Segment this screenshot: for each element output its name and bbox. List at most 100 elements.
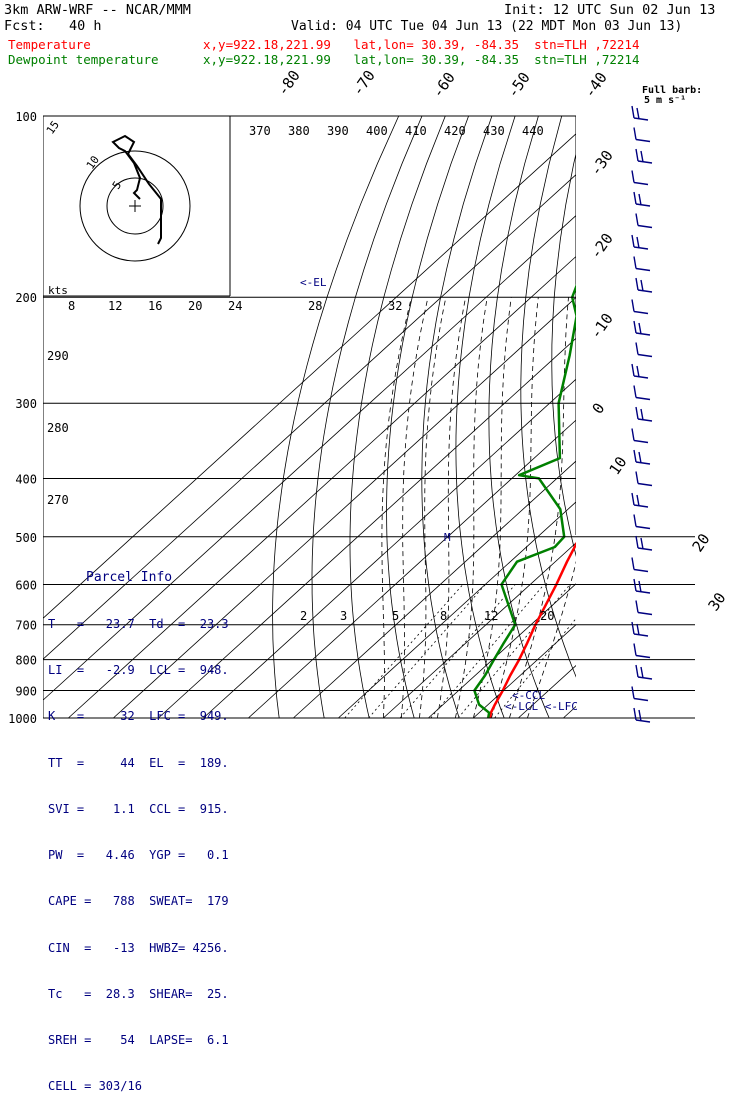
wind-barb xyxy=(635,396,651,401)
pressure-tick-label: 500 xyxy=(15,531,37,545)
pressure-tick-label: 1000 xyxy=(8,712,37,726)
moist-adiabat xyxy=(455,297,488,719)
wind-barb xyxy=(633,504,649,508)
theta-label: 290 xyxy=(47,349,69,363)
theta-label: 280 xyxy=(47,421,69,435)
wind-barb-flag xyxy=(635,342,639,355)
theta-e-label: 12 xyxy=(108,299,122,313)
moist-adiabat xyxy=(437,297,466,719)
theta-label: 380 xyxy=(288,124,310,138)
pressure-tick-label: 100 xyxy=(15,110,37,124)
wind-barb-flag xyxy=(635,664,639,678)
moist-adiabat xyxy=(381,297,412,719)
wind-barb xyxy=(635,461,651,465)
wind-barb xyxy=(635,203,651,207)
dry-adiabat xyxy=(611,116,729,718)
sounding-profiles xyxy=(473,283,576,719)
isotherm-label: 20 xyxy=(689,530,714,555)
wind-barb xyxy=(635,590,651,594)
wind-barb xyxy=(633,117,649,121)
isotherm-label: -20 xyxy=(587,230,617,263)
wind-barb xyxy=(633,246,649,250)
dry-adiabat xyxy=(720,116,740,718)
wind-barb-flag xyxy=(633,578,637,592)
isotherm-label: -80 xyxy=(274,67,304,100)
isotherm xyxy=(203,378,576,719)
theta-label: 420 xyxy=(444,124,466,138)
theta-e-label: 32 xyxy=(388,299,402,313)
wind-barb-flag xyxy=(640,150,644,163)
wind-barb-flag xyxy=(638,322,642,335)
pressure-tick-label: 900 xyxy=(15,684,37,698)
wind-barb-flag xyxy=(631,105,635,119)
wind-barb xyxy=(633,439,649,444)
wind-barb xyxy=(633,697,649,702)
wind-barb xyxy=(637,289,653,293)
theta-label: 270 xyxy=(47,493,69,507)
wind-barb-flag xyxy=(631,492,635,506)
wind-barb-flag xyxy=(633,385,637,398)
wind-barb-flag xyxy=(633,191,637,205)
wind-barb-flag xyxy=(636,623,640,636)
isotherm xyxy=(338,501,576,719)
temperature-profile xyxy=(488,541,576,719)
wind-barb-flag xyxy=(635,600,639,613)
parcel-row: CELL = 303/16 xyxy=(48,1079,142,1094)
wind-barb-flag xyxy=(633,514,637,527)
pressure-tick-label: 700 xyxy=(15,619,37,633)
wind-barb-flag xyxy=(640,666,644,679)
isotherm-label: -60 xyxy=(429,69,459,102)
dry-adiabat xyxy=(520,116,576,678)
dry-adiabat xyxy=(551,152,576,557)
parcel-row: SVI = 1.1 CCL = 915. xyxy=(48,801,229,816)
m-marker: M xyxy=(444,531,451,544)
wind-barb xyxy=(633,633,649,637)
wind-barb-flag xyxy=(633,256,637,269)
wind-barb-flag xyxy=(636,365,640,378)
mixing-ratio-label: 2 xyxy=(300,609,307,623)
wind-barb-flag xyxy=(635,406,639,420)
lcl-lfc-marker: <-LCL <-LFC xyxy=(505,700,578,713)
parcel-row: Tc = 28.3 SHEAR= 25. xyxy=(48,986,229,1001)
dewpoint-legend-label: Dewpoint temperature xyxy=(8,52,159,67)
hodograph-ring-label: 10 xyxy=(84,153,102,171)
dry-adiabat xyxy=(488,116,550,719)
theta-label: 440 xyxy=(522,124,544,138)
theta-label: 370 xyxy=(249,124,271,138)
wind-barb-flag xyxy=(638,193,642,206)
pressure-tick-label: 800 xyxy=(15,654,37,668)
isotherm xyxy=(158,337,576,719)
valid-time: Valid: 04 UTC Tue 04 Jun 13 (22 MDT Mon … xyxy=(291,19,683,34)
pressure-tick-label: 200 xyxy=(15,291,37,305)
mixing-ratio-line xyxy=(344,584,464,719)
wind-barb xyxy=(637,418,653,422)
wind-barb xyxy=(637,676,653,680)
theta-e-label: 16 xyxy=(148,299,162,313)
moist-adiabat xyxy=(491,297,539,719)
wind-barb-flag xyxy=(635,213,639,226)
isotherm-label: -30 xyxy=(587,147,617,180)
wind-barb-flag xyxy=(635,148,639,162)
hodograph-ring-label: 15 xyxy=(44,118,62,136)
theta-label: 400 xyxy=(366,124,388,138)
wind-legend-value: 5 m s⁻¹ xyxy=(644,95,686,106)
wind-barb-flag xyxy=(633,320,637,334)
pressure-tick-label: 600 xyxy=(15,578,37,592)
isotherm xyxy=(43,215,576,701)
temperature-legend-label: Temperature xyxy=(8,37,91,52)
wind-barb-flag xyxy=(631,621,635,635)
wind-barb-flag xyxy=(633,127,637,140)
parcel-row: LI = -2.9 LCL = 948. xyxy=(48,663,229,678)
mixing-ratio-label: 12 xyxy=(484,609,498,623)
dry-adiabat xyxy=(455,116,516,719)
isotherm-label: -10 xyxy=(587,310,617,343)
wind-barb xyxy=(635,525,651,530)
wind-barb xyxy=(635,719,651,723)
mixing-ratio-line xyxy=(368,584,486,719)
wind-barb xyxy=(633,568,649,573)
theta-label: 430 xyxy=(483,124,505,138)
wind-barb-flag xyxy=(631,557,635,570)
theta-e-label: 8 xyxy=(68,299,75,313)
